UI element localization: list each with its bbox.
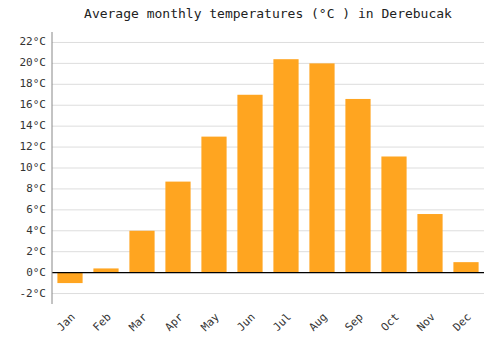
grid-line [52,188,484,189]
bars [57,59,478,283]
y-tick-label: 10°C [20,161,47,174]
title: Average monthly temperatures (°C ) in De… [84,6,452,21]
grid-line [52,168,484,169]
chart: -2°C 0°C 2°C 4°C 6°C 8°C 10°C 12°C 14°C 16°C 18°C 2… [0,0,500,350]
bar [57,273,82,283]
x-tick-label: May [199,310,223,334]
y-axis-line [52,32,53,304]
y-tick-label: 22°C [20,35,47,48]
bar [165,182,190,273]
grid [52,42,484,293]
x-tick-label: Jan [55,311,78,334]
y-axis-labels: -2°C 0°C 2°C 4°C 6°C 8°C 10°C 12°C 14°C 16°C 18°C 2… [20,35,47,299]
grid-line [52,84,484,85]
grid-line [52,126,484,127]
x-tick-label: Jun [235,311,258,334]
y-tick-label: 8°C [26,182,46,195]
grid-line [52,293,484,294]
x-tick-label: Aug [307,311,330,334]
bar [273,59,298,272]
y-tick-label: 4°C [26,224,46,237]
x-tick-label: Dec [451,311,474,334]
bar [309,63,334,272]
chart-container: -2°C 0°C 2°C 4°C 6°C 8°C 10°C 12°C 14°C 16°C 18°C 2… [0,0,500,350]
y-tick-label: 20°C [20,56,47,69]
grid-line [52,209,484,210]
bar [93,268,118,272]
y-tick-label: 12°C [20,140,47,153]
x-axis-labels: Jan Feb Mar Apr May Jun Jul Aug Sep Oct Nov Dec [55,310,474,334]
x-tick-label: Mar [127,310,151,334]
bar [129,231,154,273]
grid-line [52,105,484,106]
y-tick-label: 2°C [26,245,46,258]
grid-line [52,147,484,148]
y-tick-label: -2°C [20,287,47,300]
baseline [52,272,484,273]
bar [417,214,442,273]
bar [453,262,478,272]
bar [345,99,370,273]
grid-line [52,42,484,43]
y-tick-label: 16°C [20,98,47,111]
x-tick-label: Sep [343,311,366,334]
y-tick-label: 0°C [26,266,46,279]
x-tick-label: Nov [415,310,439,334]
bar [237,95,262,273]
y-tick-label: 18°C [20,77,47,90]
x-tick-label: Oct [379,311,402,334]
x-tick-label: Feb [91,311,114,334]
grid-line [52,63,484,64]
y-tick-label: 6°C [26,203,46,216]
y-tick-label: 14°C [20,119,47,132]
grid-line [52,272,484,273]
bar [381,156,406,272]
x-tick-label: Apr [163,310,187,334]
x-tick-label: Jul [271,311,294,334]
bar [201,137,226,273]
